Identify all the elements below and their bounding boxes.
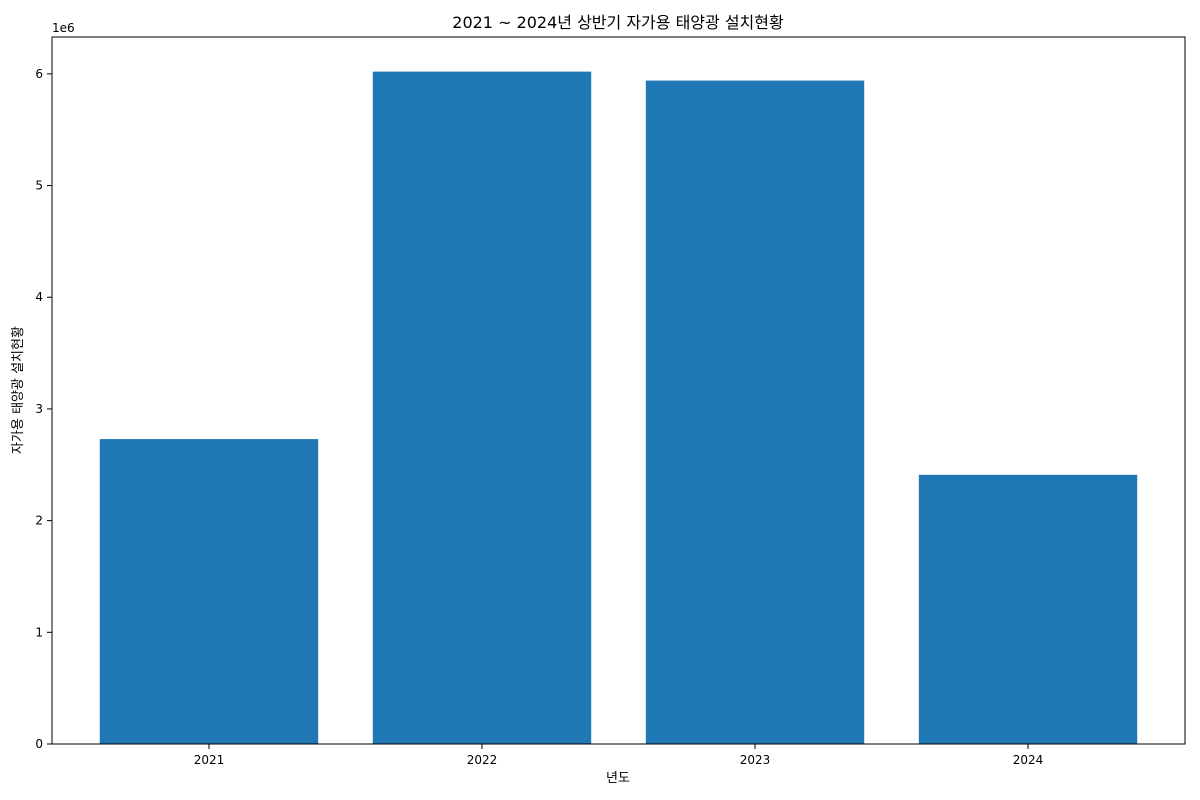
x-tick-label-2021: 2021 xyxy=(194,753,225,767)
bar-2024 xyxy=(918,474,1138,744)
y-tick-label-0: 0 xyxy=(35,737,43,751)
y-tick-label-6: 6 xyxy=(35,67,43,81)
bar-2022 xyxy=(372,71,592,744)
y-tick-label-1: 1 xyxy=(35,625,43,639)
y-tick-label-4: 4 xyxy=(35,290,43,304)
x-tick-label-2024: 2024 xyxy=(1013,753,1044,767)
bars-layer xyxy=(99,71,1138,744)
plot-frame xyxy=(51,36,1186,745)
y-tick-label-3: 3 xyxy=(35,402,43,416)
y-ticks-layer: 0 1 2 3 4 5 6 xyxy=(35,67,52,751)
bar-2021 xyxy=(99,439,319,744)
y-tick-label-2: 2 xyxy=(35,514,43,528)
y-tick-label-5: 5 xyxy=(35,179,43,193)
chart-title: 2021 ~ 2024년 상반기 자가용 태양광 설치현황 xyxy=(452,13,784,32)
y-axis-label: 자가용 태양광 설치현황 xyxy=(11,326,26,454)
y-axis-offset-label: 1e6 xyxy=(52,21,75,35)
x-axis-label: 년도 xyxy=(606,771,630,786)
x-tick-label-2023: 2023 xyxy=(740,753,771,767)
bar-2023 xyxy=(645,80,865,744)
x-tick-label-2022: 2022 xyxy=(467,753,498,767)
x-ticks-layer: 2021 2022 2023 2024 xyxy=(194,744,1044,767)
